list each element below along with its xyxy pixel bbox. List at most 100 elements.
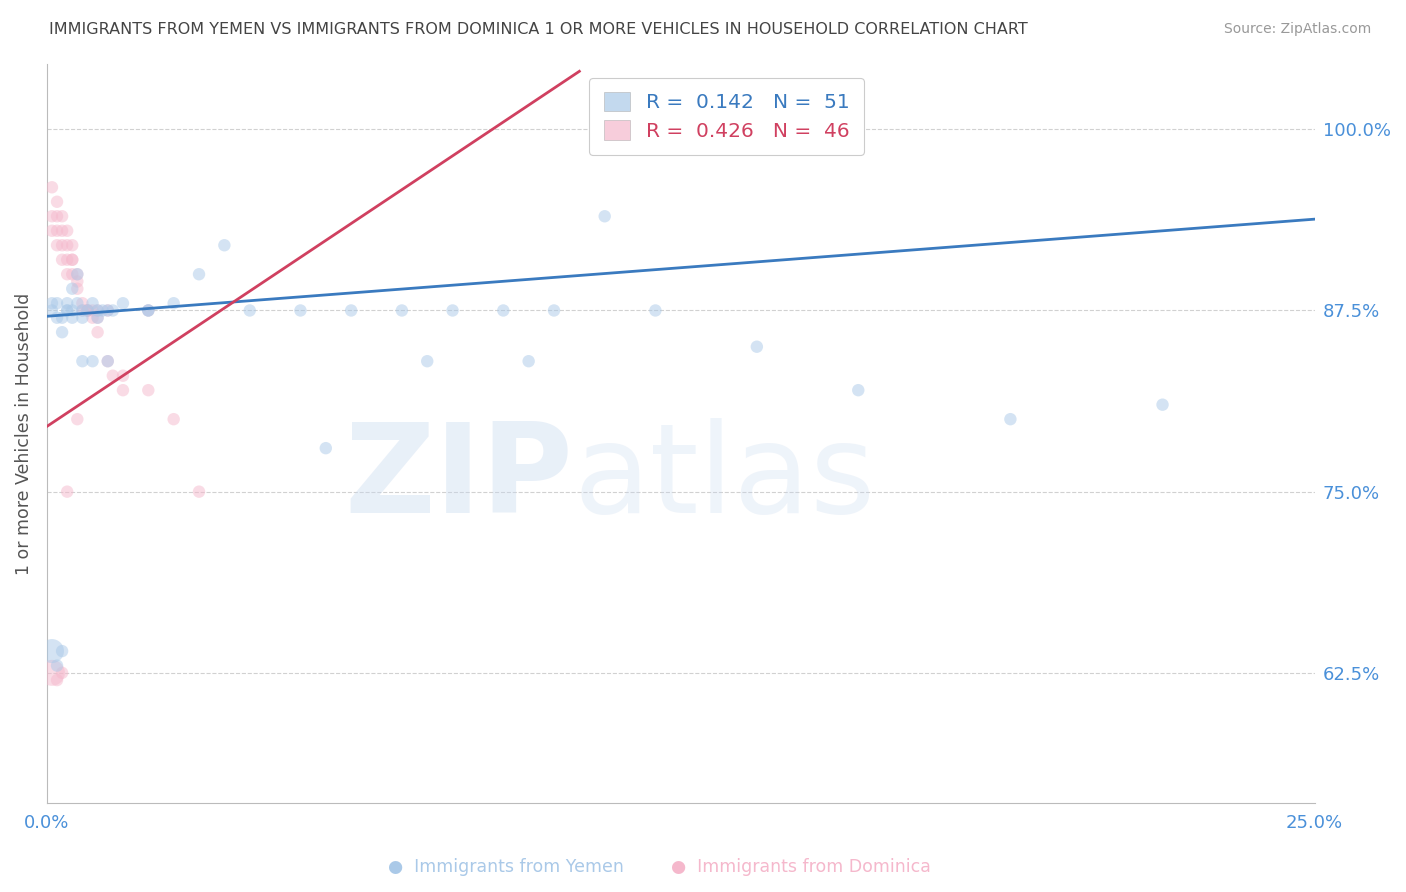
Point (391, 303, 413, 318)
Point (51, 665, 73, 680)
Point (101, 303, 124, 318)
Point (72, 303, 94, 318)
Point (56, 484, 79, 499)
Point (60, 303, 83, 318)
Point (60, 252, 83, 267)
Point (66, 296, 89, 310)
Point (51, 252, 73, 267)
Point (543, 303, 565, 318)
Point (340, 303, 363, 318)
Point (82, 310, 104, 325)
Point (46, 194, 69, 209)
Point (97, 354, 120, 368)
Point (76, 303, 98, 318)
Point (56, 224, 79, 238)
Point (76, 303, 98, 318)
Text: ●  Immigrants from Dominica: ● Immigrants from Dominica (672, 858, 931, 876)
Point (593, 209, 616, 223)
Point (97, 303, 120, 318)
Point (51, 238, 73, 252)
Point (56, 267, 79, 281)
Point (46, 658, 69, 673)
Point (60, 252, 83, 267)
Legend: R =  0.142   N =  51, R =  0.426   N =  46: R = 0.142 N = 51, R = 0.426 N = 46 (589, 78, 863, 155)
Point (60, 238, 83, 252)
Point (188, 267, 211, 281)
Point (56, 252, 79, 267)
Point (66, 282, 89, 296)
Point (441, 303, 464, 318)
Point (51, 224, 73, 238)
Point (46, 209, 69, 223)
Point (111, 368, 134, 383)
Point (60, 282, 83, 296)
Point (51, 209, 73, 223)
Point (66, 412, 89, 426)
Point (315, 441, 337, 455)
Point (86, 303, 108, 318)
Point (214, 238, 236, 252)
Point (51, 644, 73, 658)
Point (41, 296, 63, 310)
Text: ZIP: ZIP (344, 417, 574, 539)
Point (91, 303, 114, 318)
Point (46, 673, 69, 687)
Point (60, 267, 83, 281)
Point (41, 209, 63, 223)
Point (290, 303, 312, 318)
Point (56, 303, 79, 318)
Point (86, 325, 108, 339)
Point (163, 296, 186, 310)
Text: IMMIGRANTS FROM YEMEN VS IMMIGRANTS FROM DOMINICA 1 OR MORE VEHICLES IN HOUSEHOL: IMMIGRANTS FROM YEMEN VS IMMIGRANTS FROM… (49, 22, 1028, 37)
Text: atlas: atlas (574, 417, 875, 539)
Point (51, 325, 73, 339)
Point (86, 303, 108, 318)
Point (76, 303, 98, 318)
Point (56, 303, 79, 318)
Point (1000, 412, 1022, 426)
Point (72, 354, 94, 368)
Point (136, 303, 159, 318)
Point (101, 368, 124, 383)
Point (82, 303, 104, 318)
Point (72, 296, 94, 310)
Point (46, 238, 69, 252)
Point (111, 296, 134, 310)
Point (188, 484, 211, 499)
Point (46, 310, 69, 325)
Point (46, 296, 69, 310)
Point (66, 267, 89, 281)
Point (66, 275, 89, 289)
Point (82, 296, 104, 310)
Point (136, 383, 159, 397)
Point (97, 303, 120, 318)
Point (56, 296, 79, 310)
Point (82, 354, 104, 368)
Point (745, 340, 768, 354)
Point (846, 383, 869, 397)
Point (72, 310, 94, 325)
Point (76, 303, 98, 318)
Text: ●  Immigrants from Yemen: ● Immigrants from Yemen (388, 858, 624, 876)
Point (41, 224, 63, 238)
Point (46, 224, 69, 238)
Point (416, 354, 439, 368)
Text: Source: ZipAtlas.com: Source: ZipAtlas.com (1223, 22, 1371, 37)
Point (86, 310, 108, 325)
Point (239, 303, 262, 318)
Point (56, 238, 79, 252)
Point (163, 412, 186, 426)
Point (72, 303, 94, 318)
Y-axis label: 1 or more Vehicles in Household: 1 or more Vehicles in Household (15, 293, 32, 574)
Point (111, 383, 134, 397)
Point (492, 303, 515, 318)
Point (1152, 398, 1174, 412)
Point (60, 310, 83, 325)
Point (86, 310, 108, 325)
Point (644, 303, 666, 318)
Point (136, 303, 159, 318)
Point (41, 303, 63, 318)
Point (51, 310, 73, 325)
Point (41, 180, 63, 194)
Point (41, 665, 63, 680)
